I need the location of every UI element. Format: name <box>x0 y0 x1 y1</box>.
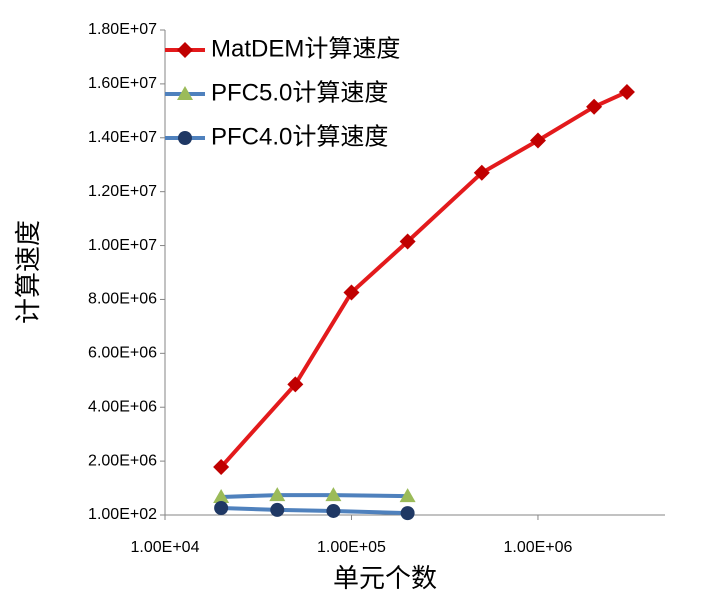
legend-marker <box>177 86 193 100</box>
series-line <box>219 90 628 469</box>
y-axis-label: 计算速度 <box>13 220 43 324</box>
legend-label: MatDEM计算速度 <box>211 35 400 62</box>
data-point <box>213 459 230 476</box>
data-point <box>213 488 230 503</box>
x-tick-label: 1.00E+06 <box>503 539 572 556</box>
y-tick-label: 6.00E+06 <box>88 345 157 362</box>
data-point <box>269 487 286 502</box>
data-point <box>400 506 415 521</box>
y-tick-label: 8.00E+06 <box>88 291 157 308</box>
data-point <box>270 502 285 517</box>
legend-label: PFC4.0计算速度 <box>211 123 388 150</box>
data-point <box>343 284 360 301</box>
x-tick-label: 1.00E+05 <box>317 539 386 556</box>
data-point <box>618 83 635 100</box>
y-tick-label: 1.00E+02 <box>88 506 157 523</box>
data-point <box>287 376 304 393</box>
y-tick-label: 1.40E+07 <box>88 129 157 146</box>
data-point <box>326 503 341 518</box>
y-tick-label: 4.00E+06 <box>88 398 157 415</box>
y-tick-label: 1.00E+07 <box>88 237 157 254</box>
data-point <box>473 164 490 181</box>
series-line <box>221 493 408 499</box>
legend-marker <box>178 131 192 145</box>
x-axis-label: 单元个数 <box>333 563 437 593</box>
y-tick-label: 1.60E+07 <box>88 75 157 92</box>
legend-label: PFC5.0计算速度 <box>211 79 388 106</box>
series-line <box>221 505 408 516</box>
legend-marker <box>177 42 193 58</box>
y-tick-label: 1.20E+07 <box>88 183 157 200</box>
data-point <box>325 487 342 502</box>
data-point <box>214 500 229 515</box>
y-tick-label: 1.80E+07 <box>88 21 157 38</box>
x-tick-label: 1.00E+04 <box>131 539 200 556</box>
y-tick-label: 2.00E+06 <box>88 452 157 469</box>
data-point <box>399 488 416 503</box>
data-point <box>399 233 416 250</box>
data-point <box>529 132 546 149</box>
data-point <box>586 98 603 115</box>
